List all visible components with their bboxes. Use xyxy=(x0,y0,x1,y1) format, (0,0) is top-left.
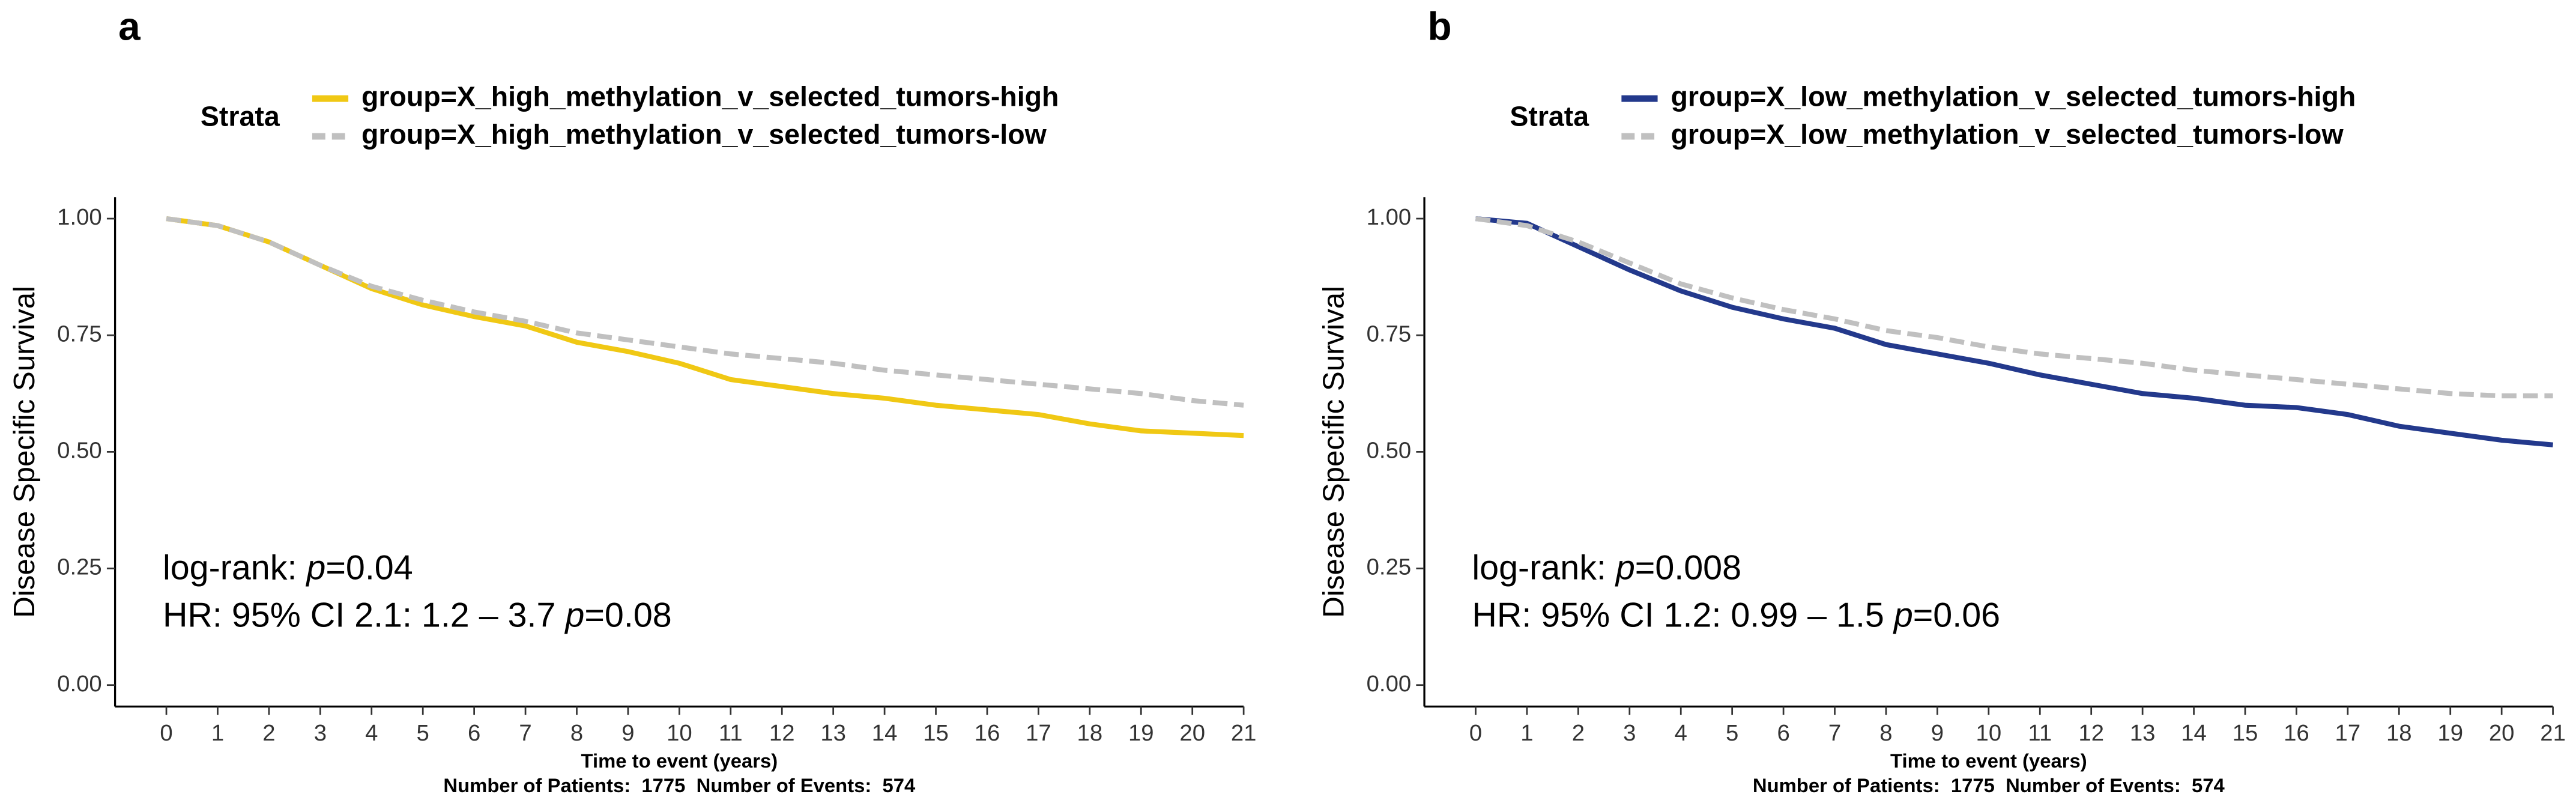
y-tick-label: 0.25 xyxy=(1367,554,1412,580)
annotation-part: HR: 95% CI 1.2: 0.99 – 1.5 xyxy=(1472,596,1893,635)
y-tick-label: 0.50 xyxy=(1367,437,1412,463)
y-tick-label: 0.50 xyxy=(57,437,102,463)
x-tick-label: 19 xyxy=(1128,720,1154,746)
x-tick-label: 14 xyxy=(2181,720,2207,746)
x-tick-label: 7 xyxy=(519,720,531,746)
x-tick-label: 17 xyxy=(1026,720,1051,746)
y-tick-label: 0.00 xyxy=(57,671,102,697)
x-tick-label: 18 xyxy=(2386,720,2412,746)
panel-label: b xyxy=(1428,5,1452,49)
annotation-part: =0.08 xyxy=(584,596,671,635)
x-tick-label: 21 xyxy=(2540,720,2566,746)
x-tick-label: 3 xyxy=(314,720,327,746)
x-tick-label: 1 xyxy=(1520,720,1533,746)
x-tick-label: 0 xyxy=(1469,720,1482,746)
x-tick-label: 8 xyxy=(570,720,583,746)
y-tick-label: 1.00 xyxy=(1367,204,1412,230)
annotation-part: p xyxy=(1615,549,1635,587)
y-tick-label: 0.75 xyxy=(1367,321,1412,347)
x-tick-label: 11 xyxy=(2028,720,2052,746)
annotation: log-rank: p=0.008 xyxy=(1472,549,1741,587)
panel-label: a xyxy=(118,5,141,49)
annotation: log-rank: p=0.04 xyxy=(163,549,413,587)
annotation-part: p xyxy=(564,596,584,635)
legend-label: group=X_high_methylation_v_selected_tumo… xyxy=(361,118,1047,150)
x-tick-label: 20 xyxy=(1179,720,1205,746)
survival-curve xyxy=(1475,216,2553,447)
legend-label: group=X_low_methylation_v_selected_tumor… xyxy=(1670,80,2356,112)
x-tick-label: 15 xyxy=(923,720,949,746)
x-tick-label: 7 xyxy=(1828,720,1841,746)
x-tick-label: 16 xyxy=(2284,720,2309,746)
y-axis-label: Disease Specific Survival xyxy=(1317,286,1350,618)
y-tick-label: 0.75 xyxy=(57,321,102,347)
x-tick-label: 20 xyxy=(2489,720,2515,746)
x-tick-label: 9 xyxy=(1931,720,1944,746)
x-tick-label: 10 xyxy=(667,720,692,746)
x-tick-label: 2 xyxy=(1572,720,1585,746)
survival-curve xyxy=(166,216,1244,408)
annotation: HR: 95% CI 1.2: 0.99 – 1.5 p=0.06 xyxy=(1472,596,2000,635)
x-tick-label: 16 xyxy=(975,720,1000,746)
legend-label: group=X_high_methylation_v_selected_tumo… xyxy=(361,80,1059,112)
legend-title: Strata xyxy=(201,100,280,132)
annotation-part: log-rank: xyxy=(163,549,306,587)
annotation-part: =0.008 xyxy=(1635,549,1741,587)
annotation-part: log-rank: xyxy=(1472,549,1615,587)
legend-title: Strata xyxy=(1510,100,1589,132)
x-tick-label: 17 xyxy=(2335,720,2361,746)
x-tick-label: 6 xyxy=(468,720,480,746)
x-tick-label: 14 xyxy=(872,720,898,746)
x-tick-label: 3 xyxy=(1623,720,1636,746)
survival-curve xyxy=(166,216,1244,438)
y-tick-label: 1.00 xyxy=(57,204,102,230)
x-axis-label: Time to event (years) xyxy=(581,750,778,772)
x-tick-label: 21 xyxy=(1231,720,1257,746)
y-tick-label: 0.25 xyxy=(57,554,102,580)
annotation: HR: 95% CI 2.1: 1.2 – 3.7 p=0.08 xyxy=(163,596,672,635)
annotation-part: HR: 95% CI 2.1: 1.2 – 3.7 xyxy=(163,596,565,635)
survival-curve xyxy=(1475,216,2553,399)
x-tick-label: 1 xyxy=(211,720,224,746)
x-tick-label: 8 xyxy=(1879,720,1892,746)
x-tick-label: 13 xyxy=(2130,720,2156,746)
x-tick-label: 9 xyxy=(621,720,634,746)
y-axis-label: Disease Specific Survival xyxy=(8,286,41,618)
x-tick-label: 19 xyxy=(2437,720,2463,746)
annotation-part: =0.06 xyxy=(1913,596,2000,635)
x-tick-label: 18 xyxy=(1077,720,1103,746)
x-tick-label: 0 xyxy=(160,720,172,746)
annotation-part: p xyxy=(1893,596,1913,635)
x-tick-label: 4 xyxy=(365,720,378,746)
x-tick-label: 12 xyxy=(769,720,795,746)
caption: Number of Patients: 1775 Number of Event… xyxy=(1753,774,2225,796)
legend-label: group=X_low_methylation_v_selected_tumor… xyxy=(1670,118,2344,150)
x-tick-label: 2 xyxy=(262,720,275,746)
x-tick-label: 5 xyxy=(1726,720,1738,746)
x-tick-label: 6 xyxy=(1777,720,1789,746)
x-tick-label: 10 xyxy=(1976,720,2002,746)
x-tick-label: 5 xyxy=(417,720,429,746)
x-tick-label: 15 xyxy=(2233,720,2258,746)
x-tick-label: 4 xyxy=(1675,720,1687,746)
x-tick-label: 13 xyxy=(820,720,846,746)
x-tick-label: 12 xyxy=(2078,720,2104,746)
x-axis-label: Time to event (years) xyxy=(1890,750,2087,772)
annotation-part: p xyxy=(305,549,325,587)
caption: Number of Patients: 1775 Number of Event… xyxy=(443,774,916,796)
x-tick-label: 11 xyxy=(719,720,743,746)
y-tick-label: 0.00 xyxy=(1367,671,1412,697)
annotation-part: =0.04 xyxy=(325,549,413,587)
